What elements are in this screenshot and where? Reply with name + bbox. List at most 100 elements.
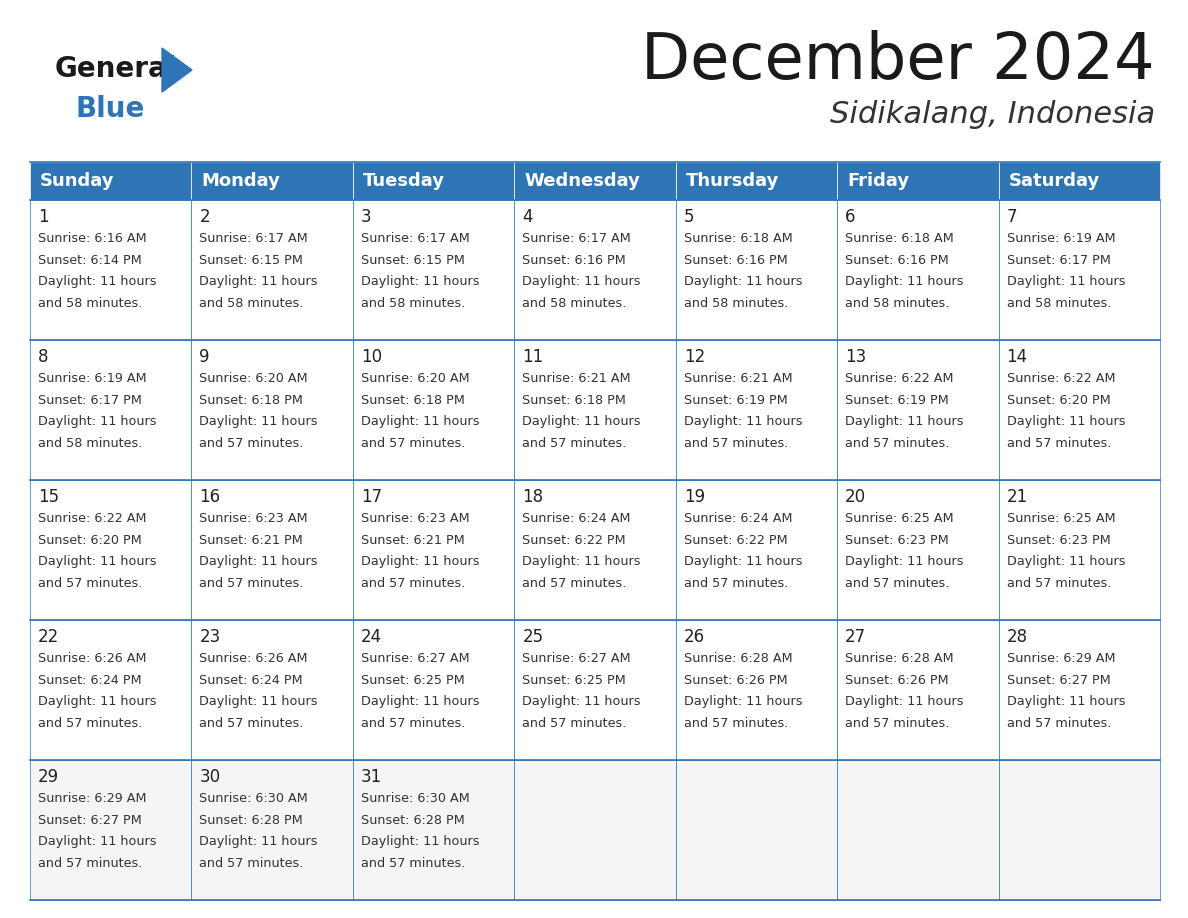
- Text: Sunset: 6:24 PM: Sunset: 6:24 PM: [200, 674, 303, 687]
- Text: 19: 19: [684, 488, 704, 506]
- Bar: [30, 200, 191, 340]
- Text: 12: 12: [684, 348, 704, 366]
- Text: Sunset: 6:17 PM: Sunset: 6:17 PM: [38, 394, 141, 407]
- Text: Sunset: 6:25 PM: Sunset: 6:25 PM: [361, 674, 465, 687]
- Bar: [353, 760, 514, 900]
- Text: Sunrise: 6:22 AM: Sunrise: 6:22 AM: [845, 372, 954, 385]
- Text: Daylight: 11 hours: Daylight: 11 hours: [523, 416, 640, 429]
- Text: and 57 minutes.: and 57 minutes.: [1006, 717, 1111, 730]
- Bar: [999, 200, 1159, 340]
- Text: Sunset: 6:24 PM: Sunset: 6:24 PM: [38, 674, 141, 687]
- Text: Daylight: 11 hours: Daylight: 11 hours: [361, 275, 479, 288]
- Bar: [676, 200, 838, 340]
- Text: 20: 20: [845, 488, 866, 506]
- Text: 25: 25: [523, 628, 543, 646]
- Bar: [999, 162, 1159, 200]
- Text: 3: 3: [361, 208, 372, 226]
- Text: and 57 minutes.: and 57 minutes.: [38, 857, 143, 870]
- Text: Sunset: 6:22 PM: Sunset: 6:22 PM: [684, 533, 788, 547]
- Text: 23: 23: [200, 628, 221, 646]
- Text: 14: 14: [1006, 348, 1028, 366]
- Bar: [999, 620, 1159, 760]
- Text: Daylight: 11 hours: Daylight: 11 hours: [38, 555, 157, 568]
- Text: Sunrise: 6:22 AM: Sunrise: 6:22 AM: [38, 512, 146, 525]
- Text: and 58 minutes.: and 58 minutes.: [845, 297, 949, 310]
- Text: Sunset: 6:26 PM: Sunset: 6:26 PM: [684, 674, 788, 687]
- Text: Daylight: 11 hours: Daylight: 11 hours: [684, 416, 802, 429]
- Text: and 57 minutes.: and 57 minutes.: [684, 717, 788, 730]
- Text: Daylight: 11 hours: Daylight: 11 hours: [523, 555, 640, 568]
- Text: 13: 13: [845, 348, 866, 366]
- Text: Daylight: 11 hours: Daylight: 11 hours: [38, 835, 157, 848]
- Text: Sunrise: 6:27 AM: Sunrise: 6:27 AM: [361, 652, 469, 665]
- Text: 28: 28: [1006, 628, 1028, 646]
- Text: Sunset: 6:17 PM: Sunset: 6:17 PM: [1006, 253, 1111, 267]
- Text: Daylight: 11 hours: Daylight: 11 hours: [361, 696, 479, 709]
- Text: Sunset: 6:23 PM: Sunset: 6:23 PM: [845, 533, 949, 547]
- Bar: [30, 760, 191, 900]
- Text: 5: 5: [684, 208, 694, 226]
- Text: Monday: Monday: [202, 172, 280, 190]
- Bar: [676, 760, 838, 900]
- Text: and 57 minutes.: and 57 minutes.: [361, 717, 466, 730]
- Bar: [191, 480, 353, 620]
- Text: Daylight: 11 hours: Daylight: 11 hours: [845, 275, 963, 288]
- Bar: [676, 162, 838, 200]
- Text: Daylight: 11 hours: Daylight: 11 hours: [523, 696, 640, 709]
- Bar: [676, 340, 838, 480]
- Text: Sunrise: 6:28 AM: Sunrise: 6:28 AM: [845, 652, 954, 665]
- Text: Daylight: 11 hours: Daylight: 11 hours: [200, 416, 318, 429]
- Text: and 58 minutes.: and 58 minutes.: [523, 297, 626, 310]
- Text: Sunrise: 6:16 AM: Sunrise: 6:16 AM: [38, 232, 146, 245]
- Text: and 57 minutes.: and 57 minutes.: [200, 717, 304, 730]
- Bar: [838, 620, 999, 760]
- Text: Sunset: 6:19 PM: Sunset: 6:19 PM: [845, 394, 949, 407]
- Text: and 57 minutes.: and 57 minutes.: [845, 717, 949, 730]
- Text: Daylight: 11 hours: Daylight: 11 hours: [200, 555, 318, 568]
- Text: 15: 15: [38, 488, 59, 506]
- Text: Friday: Friday: [847, 172, 909, 190]
- Text: Sunrise: 6:23 AM: Sunrise: 6:23 AM: [200, 512, 308, 525]
- Text: Daylight: 11 hours: Daylight: 11 hours: [684, 555, 802, 568]
- Text: Sunset: 6:18 PM: Sunset: 6:18 PM: [523, 394, 626, 407]
- Text: Daylight: 11 hours: Daylight: 11 hours: [523, 275, 640, 288]
- Text: Sunset: 6:18 PM: Sunset: 6:18 PM: [361, 394, 465, 407]
- Text: Daylight: 11 hours: Daylight: 11 hours: [200, 275, 318, 288]
- Text: Daylight: 11 hours: Daylight: 11 hours: [845, 696, 963, 709]
- Text: and 57 minutes.: and 57 minutes.: [845, 577, 949, 590]
- Text: Sunset: 6:19 PM: Sunset: 6:19 PM: [684, 394, 788, 407]
- Text: December 2024: December 2024: [642, 30, 1155, 92]
- Bar: [838, 162, 999, 200]
- Text: and 57 minutes.: and 57 minutes.: [684, 577, 788, 590]
- Text: Sunset: 6:16 PM: Sunset: 6:16 PM: [845, 253, 949, 267]
- Text: 9: 9: [200, 348, 210, 366]
- Text: Thursday: Thursday: [685, 172, 779, 190]
- Text: Sunrise: 6:19 AM: Sunrise: 6:19 AM: [1006, 232, 1116, 245]
- Text: General: General: [55, 55, 177, 83]
- Bar: [191, 340, 353, 480]
- Text: and 57 minutes.: and 57 minutes.: [38, 577, 143, 590]
- Text: Wednesday: Wednesday: [524, 172, 640, 190]
- Text: Sidikalang, Indonesia: Sidikalang, Indonesia: [829, 100, 1155, 129]
- Text: 22: 22: [38, 628, 59, 646]
- Text: 2: 2: [200, 208, 210, 226]
- Text: 11: 11: [523, 348, 544, 366]
- Text: Daylight: 11 hours: Daylight: 11 hours: [845, 555, 963, 568]
- Text: Sunset: 6:22 PM: Sunset: 6:22 PM: [523, 533, 626, 547]
- Text: Sunset: 6:15 PM: Sunset: 6:15 PM: [361, 253, 465, 267]
- Text: Sunset: 6:23 PM: Sunset: 6:23 PM: [1006, 533, 1111, 547]
- Text: Sunrise: 6:29 AM: Sunrise: 6:29 AM: [38, 792, 146, 805]
- Bar: [838, 760, 999, 900]
- Text: Daylight: 11 hours: Daylight: 11 hours: [200, 696, 318, 709]
- Bar: [514, 200, 676, 340]
- Text: Sunrise: 6:24 AM: Sunrise: 6:24 AM: [684, 512, 792, 525]
- Bar: [353, 162, 514, 200]
- Text: Sunrise: 6:26 AM: Sunrise: 6:26 AM: [38, 652, 146, 665]
- Text: and 57 minutes.: and 57 minutes.: [523, 437, 626, 450]
- Text: Sunrise: 6:23 AM: Sunrise: 6:23 AM: [361, 512, 469, 525]
- Text: Daylight: 11 hours: Daylight: 11 hours: [361, 555, 479, 568]
- Bar: [191, 760, 353, 900]
- Text: Daylight: 11 hours: Daylight: 11 hours: [38, 696, 157, 709]
- Text: Daylight: 11 hours: Daylight: 11 hours: [200, 835, 318, 848]
- Text: and 57 minutes.: and 57 minutes.: [200, 577, 304, 590]
